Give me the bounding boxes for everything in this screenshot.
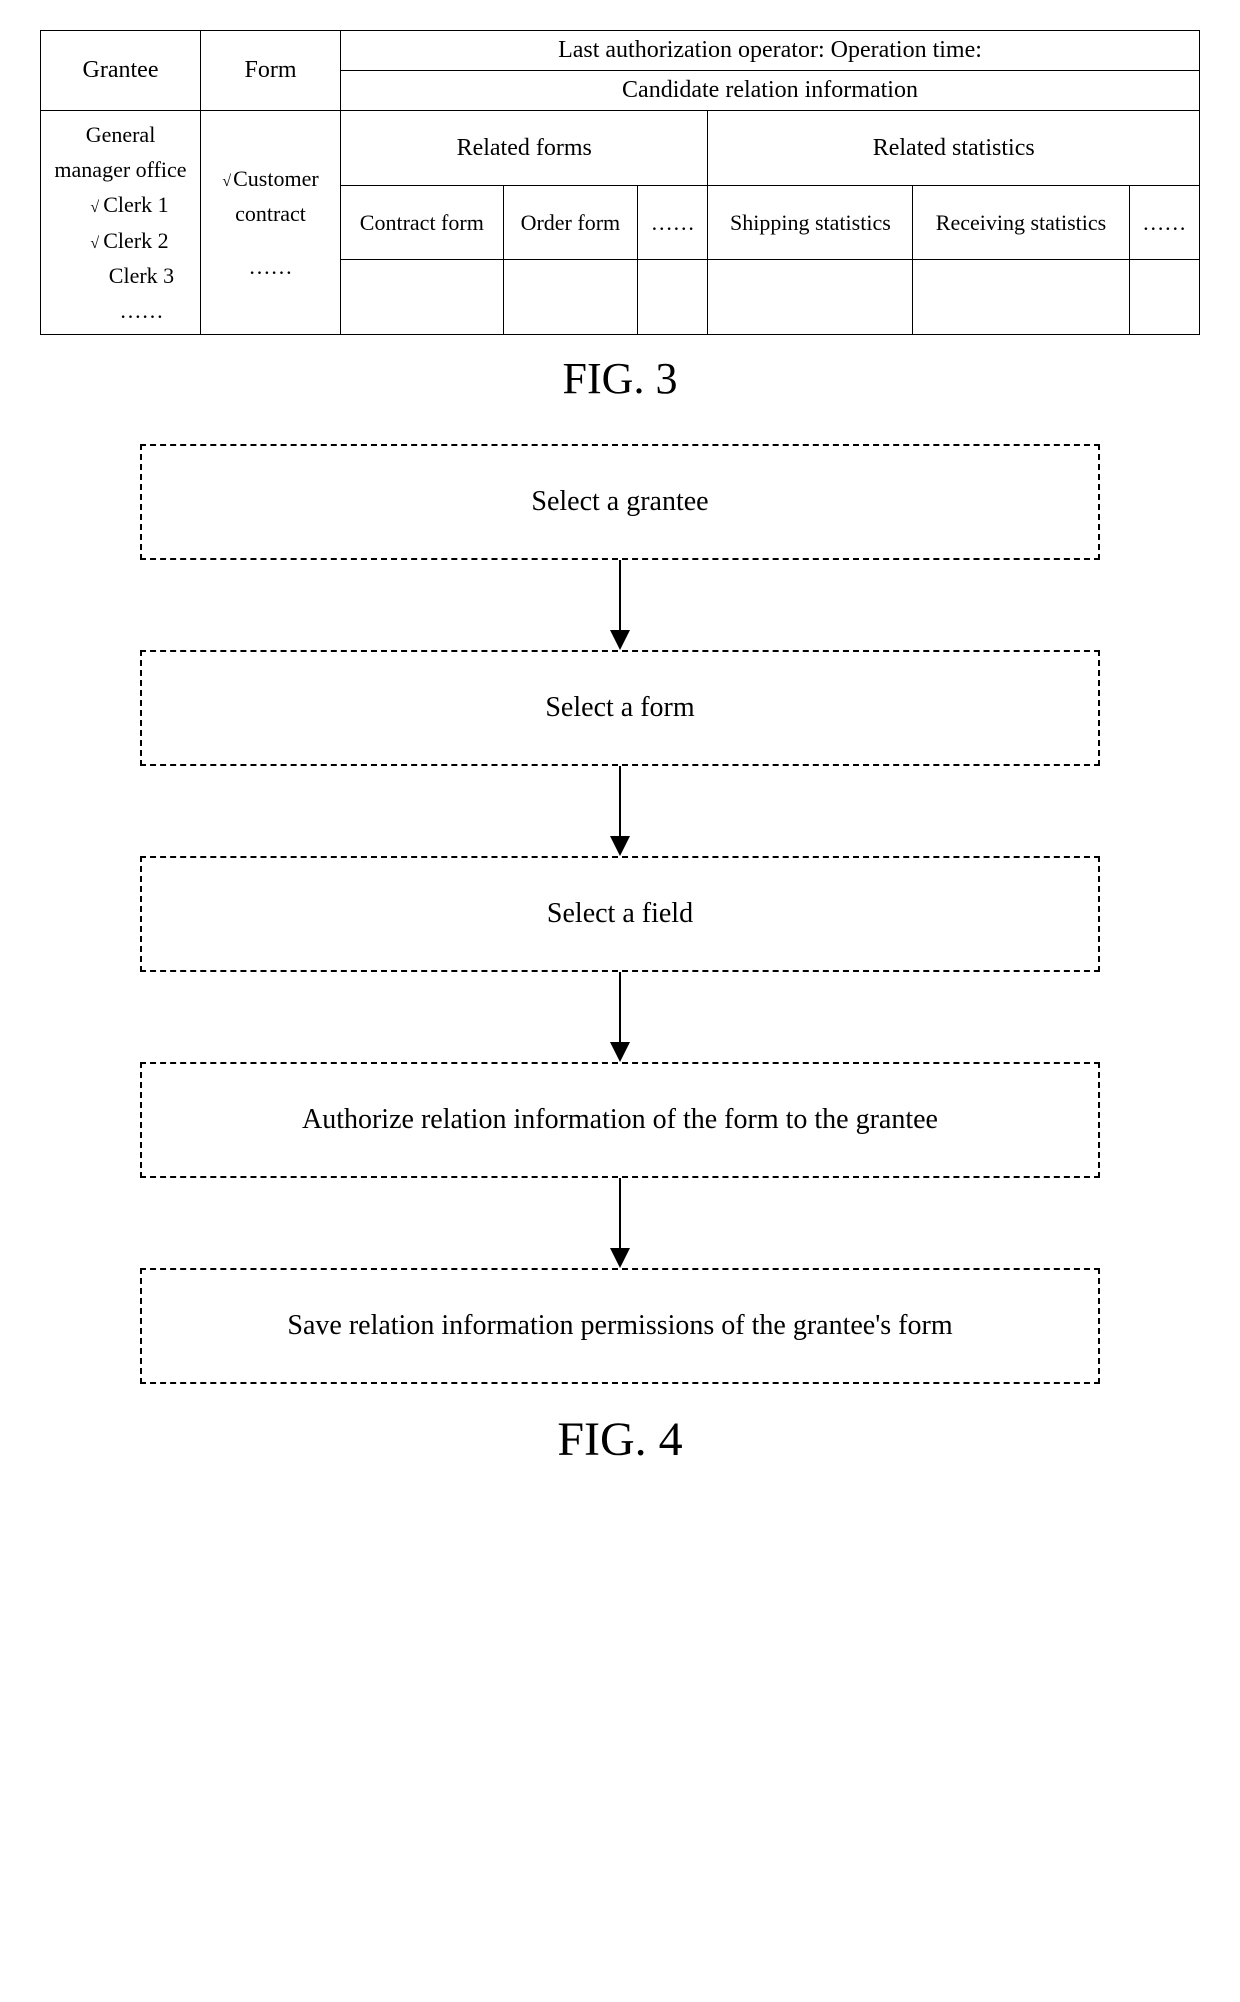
fig4-label: FIG. 4	[40, 1412, 1200, 1467]
flow-arrow	[140, 1178, 1100, 1268]
fig3-label: FIG. 3	[40, 353, 1200, 404]
grantee-item-clerk2: √Clerk 2	[49, 223, 192, 258]
flow-arrow	[140, 560, 1100, 650]
grantee-ellipsis: ……	[49, 293, 192, 328]
check-icon: √	[90, 199, 99, 216]
cell-empty	[503, 259, 637, 334]
fig4-flowchart: Select a grantee Select a form Select a …	[140, 444, 1100, 1384]
flow-arrow	[140, 972, 1100, 1062]
header-grantee: Grantee	[41, 31, 201, 111]
cell-empty	[708, 259, 913, 334]
check-icon: √	[222, 173, 231, 190]
header-related-stats: Related statistics	[708, 111, 1200, 186]
flow-step-5: Save relation information permissions of…	[140, 1268, 1100, 1384]
flow-step-1: Select a grantee	[140, 444, 1100, 560]
header-last-auth: Last authorization operator: Operation t…	[341, 31, 1200, 71]
form-ellipsis: ……	[209, 249, 332, 284]
sub-order-form: Order form	[503, 186, 637, 259]
sub-stats-ellipsis: ……	[1129, 186, 1199, 259]
cell-empty	[913, 259, 1129, 334]
header-form: Form	[201, 31, 341, 111]
flow-step-3: Select a field	[140, 856, 1100, 972]
form-list: √Customer contract ……	[201, 111, 341, 335]
cell-empty	[638, 259, 708, 334]
header-candidate: Candidate relation information	[341, 71, 1200, 111]
form-item-customer-contract: √Customer contract	[209, 161, 332, 231]
grantee-item-clerk3: Clerk 3	[49, 258, 192, 293]
grantee-tree: General manager office √Clerk 1 √Clerk 2…	[41, 111, 201, 335]
cell-empty	[341, 259, 504, 334]
flow-step-4: Authorize relation information of the fo…	[140, 1062, 1100, 1178]
sub-contract-form: Contract form	[341, 186, 504, 259]
flow-arrow	[140, 766, 1100, 856]
sub-forms-ellipsis: ……	[638, 186, 708, 259]
sub-receiving-stats: Receiving statistics	[913, 186, 1129, 259]
flow-step-2: Select a form	[140, 650, 1100, 766]
check-icon: √	[90, 235, 99, 252]
grantee-root: General manager office	[49, 117, 192, 187]
header-related-forms: Related forms	[341, 111, 708, 186]
fig3-table: Grantee Form Last authorization operator…	[40, 30, 1200, 335]
sub-shipping-stats: Shipping statistics	[708, 186, 913, 259]
grantee-item-clerk1: √Clerk 1	[49, 187, 192, 222]
cell-empty	[1129, 259, 1199, 334]
